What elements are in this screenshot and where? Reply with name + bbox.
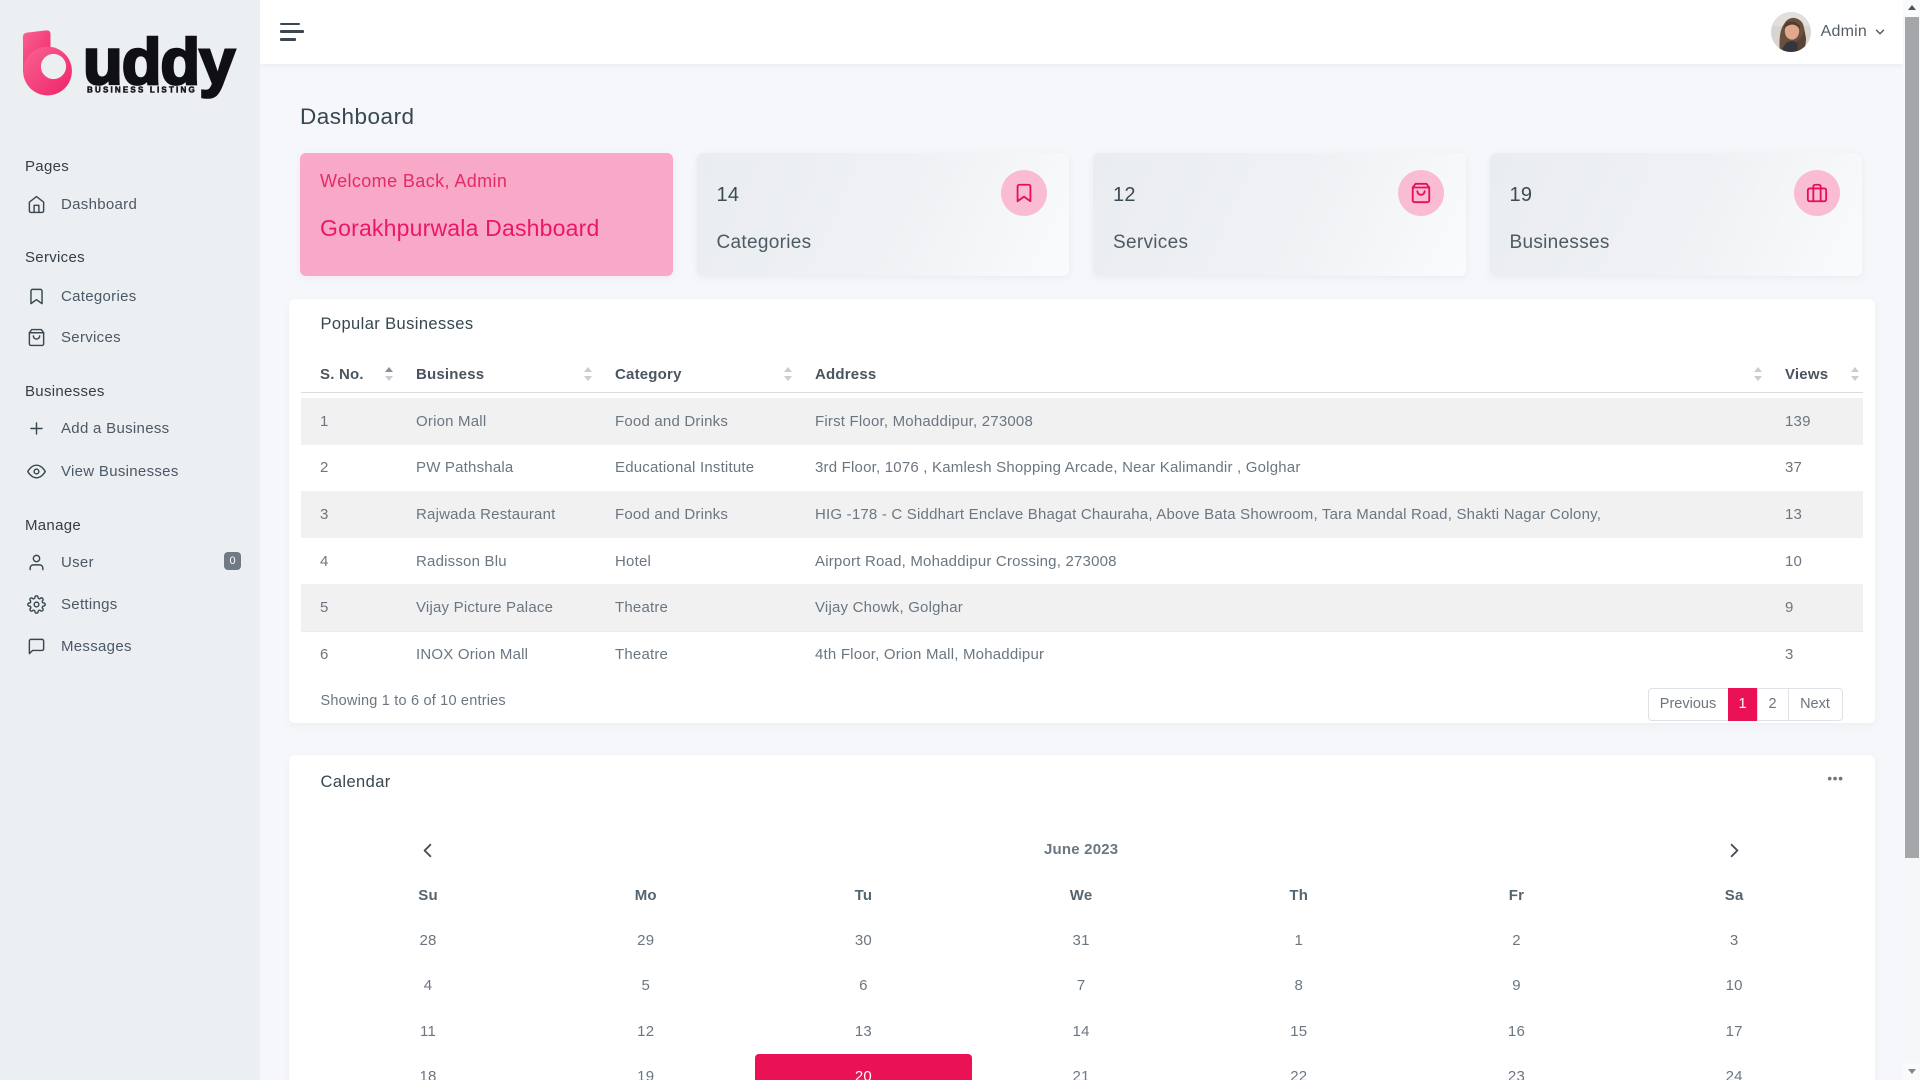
svg-text:BUSINESS LISTING: BUSINESS LISTING	[87, 86, 197, 95]
svg-text:uddy: uddy	[83, 25, 235, 98]
